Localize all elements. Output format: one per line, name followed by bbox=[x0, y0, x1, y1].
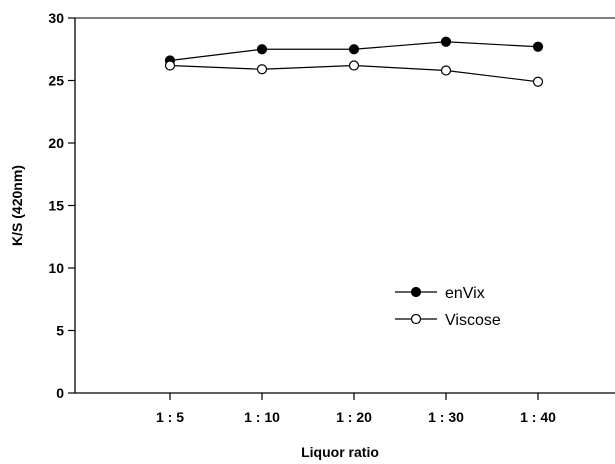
y-tick-label: 0 bbox=[56, 385, 64, 401]
data-point-viscose bbox=[532, 76, 544, 87]
data-point-viscose bbox=[164, 60, 176, 71]
legend-marker bbox=[410, 313, 422, 325]
legend-marker bbox=[410, 286, 422, 298]
x-axis-ticks: 1 : 5 1 : 10 1 : 20 1 : 30 1 : 40 bbox=[156, 393, 556, 425]
data-point-envix bbox=[532, 41, 544, 52]
data-point-viscose bbox=[348, 60, 360, 71]
x-axis-label: Liquor ratio bbox=[301, 444, 379, 460]
data-point-viscose bbox=[256, 64, 268, 75]
y-axis-ticks: 0 5 10 15 20 25 30 bbox=[48, 10, 75, 401]
x-tick-label: 1 : 30 bbox=[428, 409, 464, 425]
y-tick-label: 20 bbox=[48, 135, 64, 151]
x-tick-label: 1 : 10 bbox=[244, 409, 280, 425]
x-tick-label: 1 : 40 bbox=[520, 409, 556, 425]
y-tick-label: 30 bbox=[48, 10, 64, 26]
y-tick-label: 25 bbox=[48, 73, 64, 89]
y-axis-label: K/S (420nm) bbox=[9, 165, 25, 246]
x-tick-label: 1 : 20 bbox=[336, 409, 372, 425]
legend-label: Viscose bbox=[445, 312, 501, 329]
y-tick-label: 10 bbox=[48, 260, 64, 276]
series-group bbox=[164, 36, 544, 87]
data-point-envix bbox=[256, 44, 268, 55]
y-tick-label: 15 bbox=[48, 198, 64, 214]
data-point-viscose bbox=[440, 65, 452, 76]
legend: enVix Viscose bbox=[395, 285, 501, 329]
axes bbox=[74, 17, 615, 394]
data-point-envix bbox=[440, 36, 452, 47]
legend-label: enVix bbox=[445, 285, 485, 302]
data-point-envix bbox=[348, 44, 360, 55]
y-tick-label: 5 bbox=[56, 323, 64, 339]
x-tick-label: 1 : 5 bbox=[156, 409, 184, 425]
